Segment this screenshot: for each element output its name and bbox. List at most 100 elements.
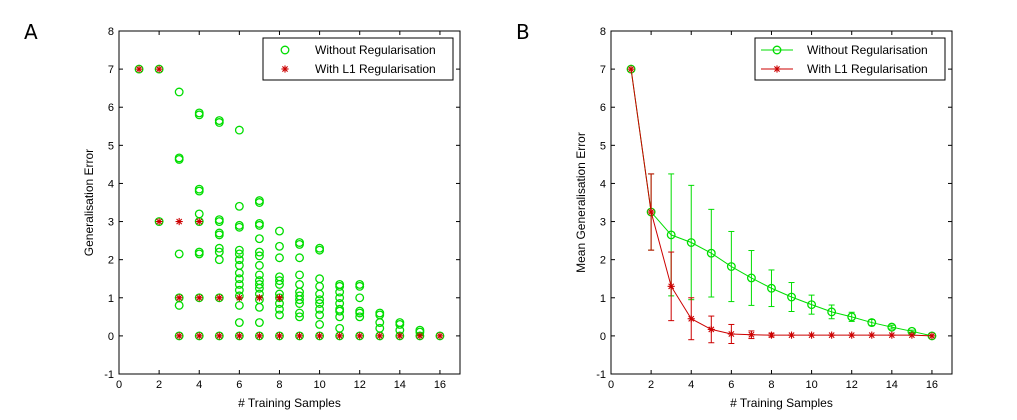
data-point <box>315 295 325 305</box>
data-point <box>255 332 264 340</box>
star-stroke <box>282 66 288 72</box>
data-point <box>254 234 264 244</box>
data-point <box>134 64 144 74</box>
data-point <box>194 249 204 259</box>
data-point <box>295 253 304 263</box>
chart-a-x-axis-label: # Training Samples <box>238 396 341 410</box>
data-point <box>355 312 365 322</box>
data-point <box>807 300 817 310</box>
data-point <box>155 65 163 73</box>
data-point <box>315 331 325 341</box>
star-stroke <box>156 66 163 73</box>
data-point <box>295 312 304 322</box>
star-stroke <box>416 332 423 339</box>
chart-b-y-tick-label: 8 <box>600 26 606 38</box>
data-point <box>887 322 897 332</box>
star-stroke <box>396 332 403 339</box>
star-stroke <box>774 66 780 72</box>
data-point <box>747 331 756 339</box>
data-point <box>666 230 676 240</box>
data-point <box>908 331 916 339</box>
star-stroke <box>276 332 283 339</box>
data-point <box>375 331 385 341</box>
data-point <box>335 293 345 303</box>
data-point <box>767 283 776 293</box>
data-point <box>195 217 203 226</box>
star-stroke <box>828 332 835 339</box>
data-point <box>175 332 183 340</box>
star-stroke <box>336 332 343 339</box>
star-stroke <box>436 332 443 339</box>
data-point <box>275 253 284 263</box>
data-point <box>395 320 405 329</box>
data-point <box>215 294 223 302</box>
chart-b-plot-area <box>626 64 937 345</box>
legend-label: Without Regularisation <box>807 43 928 57</box>
chart-a-y-tick-label: 1 <box>108 293 114 305</box>
data-point <box>254 279 264 289</box>
data-point <box>315 289 325 299</box>
data-point <box>847 312 857 322</box>
chart-a-series-with-l1-regularisation <box>135 65 444 340</box>
chart-a-x-tick-label: 6 <box>236 379 242 391</box>
star-stroke <box>728 330 735 337</box>
data-point <box>626 64 636 74</box>
data-point <box>727 330 735 338</box>
data-point <box>195 332 203 340</box>
data-point <box>234 331 244 341</box>
chart-b-x-tick-label: 10 <box>805 379 817 391</box>
legend-item: With L1 Regularisation <box>281 62 436 76</box>
chart-b-y-tick-label: 7 <box>600 64 606 76</box>
chart-a-y-axis-label: Generalisation Error <box>82 149 96 256</box>
legend-item: Without Regularisation <box>280 43 436 57</box>
data-point <box>235 294 243 302</box>
data-point <box>295 332 304 340</box>
chart-b-x-tick-label: 12 <box>846 379 858 391</box>
data-point <box>254 302 264 312</box>
data-point <box>234 318 244 327</box>
data-point <box>888 331 896 339</box>
star-stroke <box>708 326 715 333</box>
data-point <box>706 248 716 258</box>
star-stroke <box>256 332 263 339</box>
data-point <box>234 245 244 255</box>
data-point <box>395 331 405 341</box>
data-point <box>295 295 304 305</box>
data-point <box>335 306 345 316</box>
chart-b-y-tick-label: -1 <box>596 369 606 381</box>
data-point <box>335 281 345 291</box>
data-point <box>295 299 304 308</box>
legend-label: Without Regularisation <box>315 43 436 57</box>
data-point <box>175 294 183 302</box>
star-stroke <box>176 294 183 301</box>
chart-a-axes-frame <box>118 30 461 375</box>
data-point <box>175 217 183 226</box>
star-stroke <box>176 218 183 225</box>
data-point <box>435 331 445 341</box>
data-point <box>234 285 244 295</box>
data-point <box>174 331 184 341</box>
chart-a-x-tick-label: 8 <box>276 379 282 391</box>
data-point <box>416 332 424 340</box>
data-point <box>375 318 385 327</box>
data-point <box>295 308 304 318</box>
data-point <box>355 281 365 291</box>
data-point <box>194 293 204 303</box>
data-point <box>254 247 264 257</box>
chart-a-x-tick-label: 16 <box>434 379 446 391</box>
data-point <box>627 65 635 73</box>
data-point <box>848 331 856 339</box>
chart-b-y-tick-label: 2 <box>600 255 606 267</box>
data-point <box>234 300 244 310</box>
star-stroke <box>628 66 635 73</box>
chart-a-y-tick-label: 4 <box>108 178 114 190</box>
data-point <box>335 312 345 322</box>
data-point <box>828 331 836 339</box>
star-stroke <box>196 218 203 225</box>
chart-a-y-tick-label: -1 <box>104 369 114 381</box>
chart-a-x-tick-label: 12 <box>354 379 366 391</box>
data-point <box>234 255 244 265</box>
chart-a-plot-area <box>134 64 445 341</box>
star-stroke <box>236 294 243 301</box>
